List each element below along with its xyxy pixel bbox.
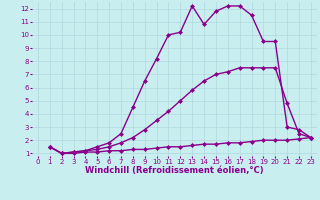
X-axis label: Windchill (Refroidissement éolien,°C): Windchill (Refroidissement éolien,°C) [85,166,264,175]
